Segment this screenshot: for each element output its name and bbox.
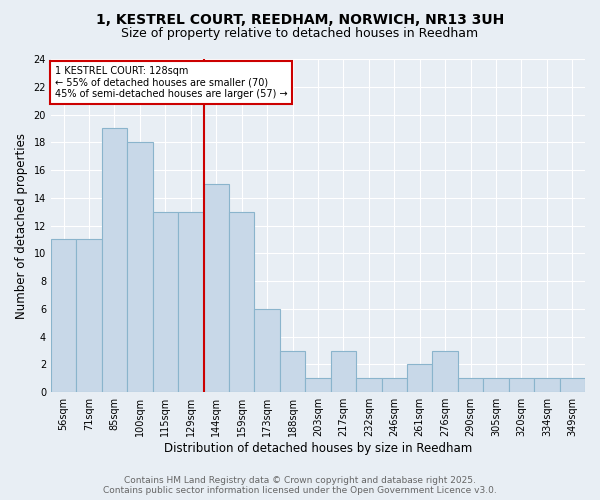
Bar	[152, 212, 178, 392]
Bar	[254, 309, 280, 392]
Bar	[76, 240, 102, 392]
Bar	[331, 350, 356, 392]
Bar	[305, 378, 331, 392]
X-axis label: Distribution of detached houses by size in Reedham: Distribution of detached houses by size …	[164, 442, 472, 455]
Text: 1, KESTREL COURT, REEDHAM, NORWICH, NR13 3UH: 1, KESTREL COURT, REEDHAM, NORWICH, NR13…	[96, 12, 504, 26]
Bar	[382, 378, 407, 392]
Bar	[356, 378, 382, 392]
Bar	[433, 350, 458, 392]
Bar	[203, 184, 229, 392]
Bar	[178, 212, 203, 392]
Text: Contains HM Land Registry data © Crown copyright and database right 2025.
Contai: Contains HM Land Registry data © Crown c…	[103, 476, 497, 495]
Text: 1 KESTREL COURT: 128sqm
← 55% of detached houses are smaller (70)
45% of semi-de: 1 KESTREL COURT: 128sqm ← 55% of detache…	[55, 66, 287, 99]
Bar	[458, 378, 483, 392]
Bar	[280, 350, 305, 392]
Bar	[509, 378, 534, 392]
Bar	[127, 142, 152, 392]
Y-axis label: Number of detached properties: Number of detached properties	[15, 132, 28, 318]
Text: Size of property relative to detached houses in Reedham: Size of property relative to detached ho…	[121, 28, 479, 40]
Bar	[560, 378, 585, 392]
Bar	[102, 128, 127, 392]
Bar	[534, 378, 560, 392]
Bar	[51, 240, 76, 392]
Bar	[229, 212, 254, 392]
Bar	[483, 378, 509, 392]
Bar	[407, 364, 433, 392]
